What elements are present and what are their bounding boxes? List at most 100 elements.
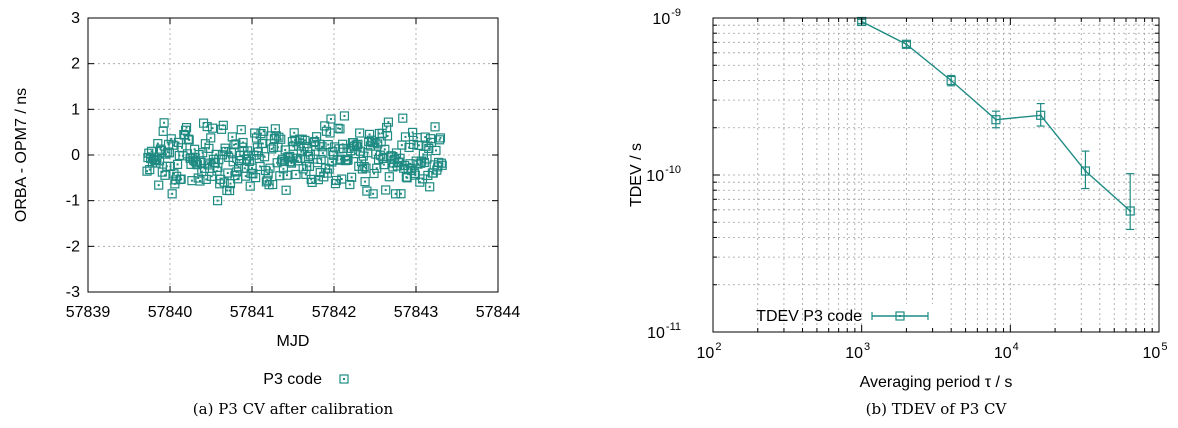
marker-square <box>360 177 370 187</box>
marker-square <box>160 170 170 180</box>
marker-dot <box>1084 170 1087 173</box>
marker-dot <box>1039 114 1042 117</box>
marker-dot <box>291 140 294 143</box>
marker-square <box>390 189 401 199</box>
data-point <box>424 143 434 154</box>
marker-dot <box>293 131 296 134</box>
marker-dot <box>441 164 444 167</box>
marker-square <box>1080 166 1091 176</box>
marker-dot <box>168 151 171 154</box>
marker-square <box>946 75 956 86</box>
data-point <box>415 177 425 187</box>
marker-dot <box>425 145 428 148</box>
marker-square <box>318 148 328 158</box>
marker-dot <box>199 161 202 164</box>
marker-square <box>370 138 380 148</box>
marker-dot <box>440 162 443 165</box>
marker-square <box>425 182 435 192</box>
marker-dot <box>161 171 164 174</box>
data-point <box>256 128 266 139</box>
marker-dot <box>296 159 299 162</box>
caption: (a) P3 CV after calibration <box>193 400 394 418</box>
marker-dot <box>305 165 308 168</box>
data-point <box>234 156 245 166</box>
data-point <box>288 141 298 151</box>
ticks: 57839 57840 57841 57842 57843 57844 -3 -2 -1 0 1 2 3 <box>66 10 521 321</box>
marker-square <box>202 121 212 132</box>
marker-square <box>228 157 238 167</box>
data-point <box>359 162 369 172</box>
marker-square <box>355 128 365 138</box>
marker-square <box>159 118 169 128</box>
data-point <box>398 113 408 123</box>
marker-dot <box>244 175 247 178</box>
y-tick-label: 2 <box>71 56 80 73</box>
marker-dot <box>197 177 200 180</box>
data-point <box>335 124 345 134</box>
data-point <box>370 138 380 148</box>
marker-square <box>218 120 228 130</box>
data-point <box>159 118 169 128</box>
data-point <box>417 156 427 166</box>
marker-square <box>236 125 246 135</box>
marker-dot <box>321 145 324 148</box>
y-tick-label: 10-11 <box>647 321 681 342</box>
data-point <box>289 128 299 138</box>
marker-dot <box>317 178 320 181</box>
marker-square <box>212 196 223 206</box>
marker-dot <box>146 170 149 173</box>
marker-dot <box>254 176 257 179</box>
marker-square <box>369 168 379 179</box>
marker-dot <box>222 124 225 127</box>
data-point <box>437 160 447 170</box>
x-tick-exponent: 4 <box>1013 341 1019 353</box>
marker-dot <box>232 160 235 163</box>
marker-dot <box>265 180 268 183</box>
data-point <box>263 169 273 179</box>
marker-dot <box>193 148 196 151</box>
marker-dot <box>306 150 309 153</box>
data-point <box>281 185 291 195</box>
marker-dot <box>181 146 184 149</box>
y-tick-label: 10-9 <box>652 7 681 28</box>
marker-dot <box>228 189 231 192</box>
data-point <box>291 169 301 180</box>
marker-dot <box>334 182 337 185</box>
marker-dot <box>155 158 158 161</box>
marker-dot <box>428 185 431 188</box>
marker-dot <box>284 148 287 151</box>
marker-square <box>265 163 275 173</box>
marker-dot <box>366 151 369 154</box>
data-point <box>435 133 446 143</box>
data-point <box>409 168 420 179</box>
data-point <box>324 164 334 174</box>
data-point <box>380 144 390 154</box>
marker-dot <box>278 174 281 177</box>
y-tick-label: -1 <box>66 193 80 210</box>
marker-dot <box>215 153 218 156</box>
marker-square <box>431 145 441 156</box>
data-point <box>142 166 152 176</box>
data-point <box>212 196 223 206</box>
marker-dot <box>170 137 173 140</box>
marker-square <box>320 121 330 131</box>
marker-square <box>282 170 292 180</box>
data-point <box>259 152 270 162</box>
marker-dot <box>233 143 236 146</box>
data-point <box>331 175 341 186</box>
marker-square <box>241 171 251 181</box>
marker-square <box>258 138 268 149</box>
marker-square <box>245 181 255 191</box>
data-point <box>286 158 297 168</box>
marker-dot <box>340 178 343 181</box>
marker-square <box>233 162 244 172</box>
x-tick-label: 57841 <box>230 304 275 321</box>
marker-dot <box>311 181 314 184</box>
marker-dot <box>899 315 901 317</box>
data-point <box>333 123 343 133</box>
marker-square <box>250 128 260 138</box>
marker-dot <box>308 165 311 168</box>
marker-square <box>326 114 336 124</box>
data-point <box>167 189 177 199</box>
